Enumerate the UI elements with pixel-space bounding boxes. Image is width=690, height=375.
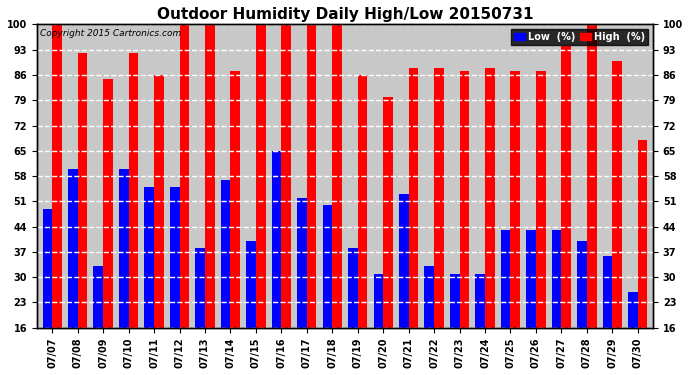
Bar bbox=[628, 292, 638, 328]
Bar bbox=[357, 75, 367, 328]
Bar bbox=[179, 24, 189, 328]
Bar bbox=[52, 24, 62, 328]
Bar bbox=[373, 274, 383, 328]
Bar bbox=[323, 205, 333, 328]
Bar bbox=[552, 230, 562, 328]
Bar bbox=[272, 151, 282, 328]
Bar bbox=[475, 274, 485, 328]
Bar bbox=[154, 75, 164, 328]
Bar bbox=[424, 266, 434, 328]
Bar bbox=[68, 169, 78, 328]
Bar bbox=[638, 140, 647, 328]
Bar bbox=[450, 274, 460, 328]
Bar bbox=[562, 46, 571, 328]
Bar bbox=[587, 24, 597, 328]
Legend: Low  (%), High  (%): Low (%), High (%) bbox=[511, 29, 648, 45]
Bar bbox=[195, 248, 205, 328]
Bar bbox=[103, 79, 112, 328]
Bar bbox=[230, 71, 240, 328]
Bar bbox=[221, 180, 230, 328]
Bar bbox=[460, 71, 469, 328]
Bar bbox=[399, 194, 408, 328]
Bar bbox=[256, 24, 266, 328]
Bar bbox=[297, 198, 307, 328]
Bar bbox=[78, 53, 88, 328]
Bar bbox=[501, 230, 511, 328]
Bar bbox=[43, 209, 52, 328]
Bar bbox=[93, 266, 103, 328]
Bar bbox=[536, 71, 546, 328]
Bar bbox=[205, 24, 215, 328]
Bar bbox=[434, 68, 444, 328]
Bar bbox=[282, 24, 291, 328]
Bar bbox=[511, 71, 520, 328]
Bar bbox=[526, 230, 536, 328]
Bar bbox=[144, 187, 154, 328]
Title: Outdoor Humidity Daily High/Low 20150731: Outdoor Humidity Daily High/Low 20150731 bbox=[157, 7, 533, 22]
Bar bbox=[246, 241, 256, 328]
Bar bbox=[348, 248, 357, 328]
Bar bbox=[170, 187, 179, 328]
Bar bbox=[383, 97, 393, 328]
Bar bbox=[612, 61, 622, 328]
Bar bbox=[307, 24, 317, 328]
Bar bbox=[128, 53, 138, 328]
Bar bbox=[408, 68, 418, 328]
Bar bbox=[333, 24, 342, 328]
Bar bbox=[119, 169, 128, 328]
Bar bbox=[578, 241, 587, 328]
Text: Copyright 2015 Cartronics.com: Copyright 2015 Cartronics.com bbox=[40, 29, 181, 38]
Bar bbox=[602, 255, 612, 328]
Bar bbox=[485, 68, 495, 328]
